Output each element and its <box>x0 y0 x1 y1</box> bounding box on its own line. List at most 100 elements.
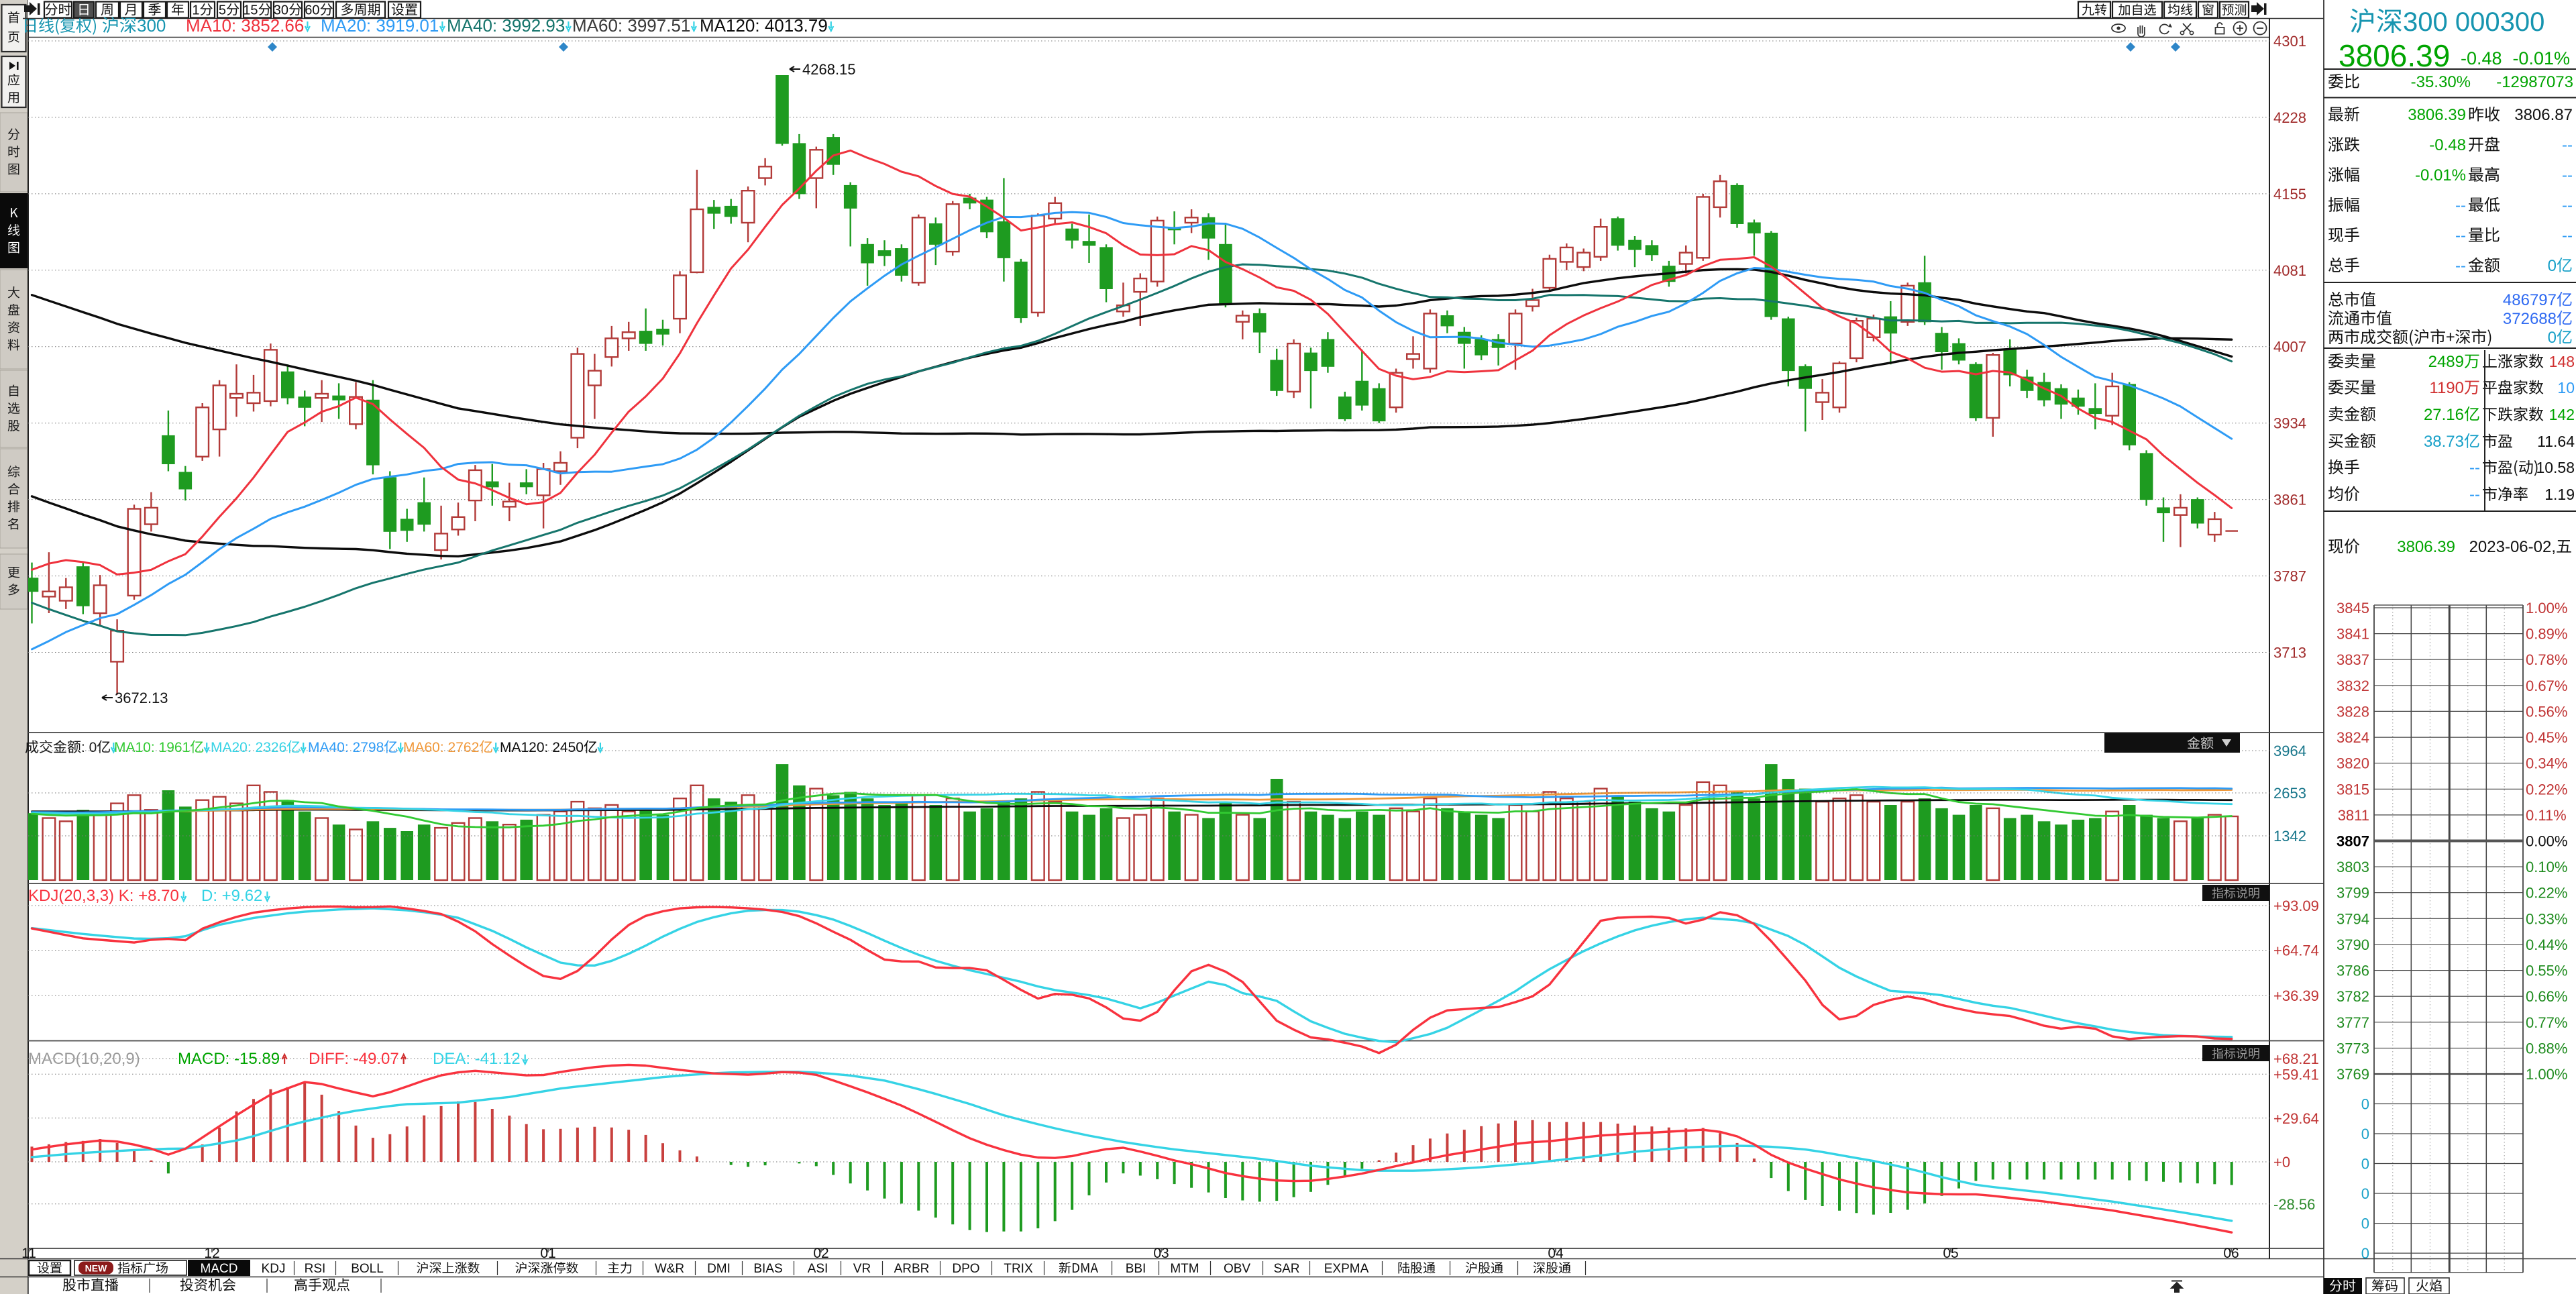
svg-text:0.22%: 0.22% <box>2526 781 2567 798</box>
svg-text:NEW: NEW <box>85 1263 107 1274</box>
svg-text:+36.39: +36.39 <box>2273 987 2319 1004</box>
svg-text:3782: 3782 <box>2337 988 2369 1005</box>
svg-text:MACD: -15.89: MACD: -15.89 <box>178 1050 280 1068</box>
svg-text:0: 0 <box>2548 329 2557 347</box>
svg-text:1.19: 1.19 <box>2544 486 2575 503</box>
svg-text:04: 04 <box>1548 1246 1564 1261</box>
svg-text:-0.01%: -0.01% <box>2512 48 2570 68</box>
svg-text:MA20: 3919.01: MA20: 3919.01 <box>321 15 439 36</box>
svg-text:12: 12 <box>204 1246 219 1261</box>
svg-text:3794: 3794 <box>2337 910 2369 927</box>
svg-text:3832: 3832 <box>2337 678 2369 694</box>
svg-text:--: -- <box>2562 197 2573 215</box>
svg-text:+93.09: +93.09 <box>2273 898 2319 914</box>
svg-text:0: 0 <box>2361 1185 2369 1202</box>
svg-text:TRIX: TRIX <box>1004 1262 1033 1276</box>
svg-text:3713: 3713 <box>2273 645 2306 661</box>
svg-text:+59.41: +59.41 <box>2273 1066 2319 1083</box>
svg-text:11: 11 <box>21 1246 36 1261</box>
svg-text:EXPMA: EXPMA <box>1324 1262 1369 1276</box>
svg-text:3786: 3786 <box>2337 963 2369 979</box>
svg-text:MACD: MACD <box>201 1262 238 1276</box>
svg-text:-12987073: -12987073 <box>2496 73 2573 91</box>
svg-text:3828: 3828 <box>2337 703 2369 720</box>
svg-text:-35.30%: -35.30% <box>2411 73 2471 91</box>
svg-text:0: 0 <box>2361 1245 2369 1262</box>
svg-text:3806.39: 3806.39 <box>2408 106 2466 124</box>
svg-text:--: -- <box>2562 227 2573 245</box>
svg-text:+68.21: +68.21 <box>2273 1050 2319 1067</box>
svg-text:10: 10 <box>2557 379 2575 396</box>
svg-text:0.22%: 0.22% <box>2526 885 2567 902</box>
svg-text:3790: 3790 <box>2337 936 2369 953</box>
svg-text:300: 300 <box>137 15 166 36</box>
svg-text:0.56%: 0.56% <box>2526 703 2567 720</box>
svg-text:4228: 4228 <box>2273 109 2306 126</box>
svg-text:+64.74: +64.74 <box>2273 942 2319 959</box>
svg-text:0: 0 <box>2361 1216 2369 1232</box>
svg-text:VR: VR <box>853 1262 871 1276</box>
svg-text:MA10: 3852.66: MA10: 3852.66 <box>186 15 304 36</box>
svg-text:486797: 486797 <box>2503 291 2557 309</box>
svg-text:-0.48: -0.48 <box>2429 136 2466 154</box>
svg-text:3861: 3861 <box>2273 492 2306 508</box>
svg-text:0.67%: 0.67% <box>2526 678 2567 694</box>
svg-text:2489: 2489 <box>2428 353 2464 371</box>
svg-text:0.89%: 0.89% <box>2526 626 2567 643</box>
svg-text:0.66%: 0.66% <box>2526 988 2567 1005</box>
svg-text:05: 05 <box>1943 1246 1958 1261</box>
svg-text:--: -- <box>2455 257 2466 275</box>
svg-text:3824: 3824 <box>2337 729 2369 746</box>
svg-text:2023-06-02,: 2023-06-02, <box>2469 538 2556 556</box>
svg-text:3777: 3777 <box>2337 1014 2369 1031</box>
svg-text:10.58: 10.58 <box>2536 459 2575 476</box>
svg-text:3815: 3815 <box>2337 781 2369 798</box>
svg-text:MTM: MTM <box>1170 1262 1199 1276</box>
svg-text:0: 0 <box>2548 257 2557 275</box>
svg-text:MACD(10,20,9): MACD(10,20,9) <box>28 1050 140 1068</box>
svg-text:--: -- <box>2469 459 2480 477</box>
svg-text:4301: 4301 <box>2273 33 2306 50</box>
svg-text:3806.87: 3806.87 <box>2514 106 2573 124</box>
svg-text:DMI: DMI <box>707 1262 731 1276</box>
svg-text:-28.56: -28.56 <box>2273 1196 2315 1213</box>
svg-text:3820: 3820 <box>2337 755 2369 772</box>
svg-text:3807: 3807 <box>2337 833 2369 850</box>
svg-text:MA120: 2450: MA120: 2450 <box>500 740 584 755</box>
svg-text:-0.48: -0.48 <box>2461 48 2502 68</box>
svg-text:27.16: 27.16 <box>2424 406 2464 424</box>
svg-text:142: 142 <box>2549 406 2575 423</box>
svg-text:DEA: -41.12: DEA: -41.12 <box>433 1050 521 1068</box>
svg-text:3964: 3964 <box>2273 743 2306 759</box>
svg-text:03: 03 <box>1153 1246 1169 1261</box>
svg-text:3806.39: 3806.39 <box>2397 538 2455 556</box>
svg-text:4007: 4007 <box>2273 339 2306 356</box>
svg-text:4081: 4081 <box>2273 262 2306 279</box>
svg-text:06: 06 <box>2223 1246 2239 1261</box>
svg-text:4268.15: 4268.15 <box>802 61 856 78</box>
svg-text:1: 1 <box>192 3 199 18</box>
svg-text:--: -- <box>2562 136 2573 154</box>
svg-text:--: -- <box>2455 197 2466 215</box>
svg-text:2653: 2653 <box>2273 785 2306 802</box>
svg-text:+29.64: +29.64 <box>2273 1110 2319 1127</box>
svg-text:BOLL: BOLL <box>351 1262 384 1276</box>
svg-text:3806.39: 3806.39 <box>2339 38 2450 73</box>
svg-text:W&R: W&R <box>655 1262 684 1276</box>
svg-text:3811: 3811 <box>2338 807 2369 824</box>
svg-text:--: -- <box>2455 227 2466 245</box>
svg-text:372688: 372688 <box>2503 310 2557 328</box>
svg-text:3773: 3773 <box>2337 1040 2369 1057</box>
svg-text:OBV: OBV <box>1224 1262 1250 1276</box>
svg-text:KDJ(20,3,3) K: +8.70: KDJ(20,3,3) K: +8.70 <box>28 887 179 905</box>
svg-text:0: 0 <box>2361 1126 2369 1142</box>
svg-text:BBI: BBI <box>1126 1262 1146 1276</box>
svg-text:3837: 3837 <box>2337 651 2369 668</box>
svg-text:01: 01 <box>540 1246 555 1261</box>
svg-text:D: +9.62: D: +9.62 <box>201 887 262 905</box>
svg-text:3769: 3769 <box>2337 1066 2369 1083</box>
svg-text:MA60: 2762: MA60: 2762 <box>403 740 479 755</box>
svg-text:KDJ: KDJ <box>262 1262 286 1276</box>
svg-text:148: 148 <box>2549 353 2575 370</box>
svg-text:0.44%: 0.44% <box>2526 936 2567 953</box>
